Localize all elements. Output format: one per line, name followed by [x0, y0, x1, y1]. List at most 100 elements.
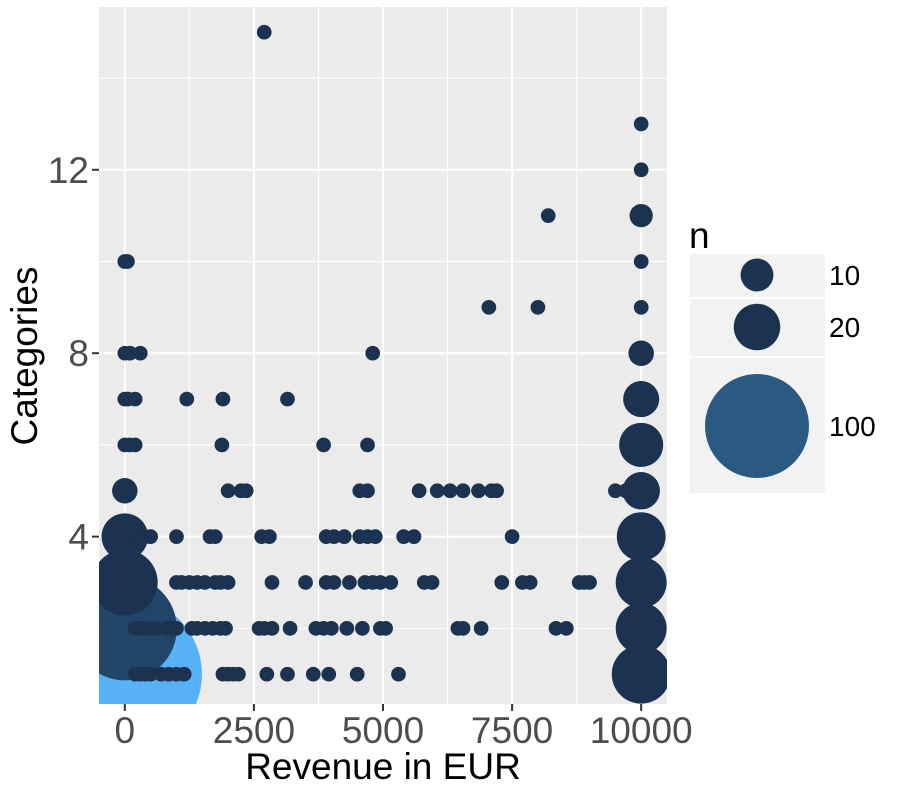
legend-key-circle	[740, 258, 774, 292]
data-point	[396, 529, 412, 544]
data-point	[336, 529, 352, 544]
data-point	[489, 483, 504, 499]
data-point	[354, 620, 370, 636]
data-point	[101, 513, 149, 560]
data-point	[326, 575, 342, 590]
data-point	[305, 666, 321, 682]
data-point	[615, 602, 667, 654]
y-tick-label: 8	[68, 333, 89, 374]
data-point	[339, 620, 355, 636]
x-axis-title: Revenue in EUR	[245, 746, 521, 787]
data-point	[629, 204, 653, 228]
data-point	[264, 575, 280, 590]
data-points	[99, 24, 667, 704]
data-point	[122, 345, 138, 361]
data-point	[349, 666, 365, 682]
data-point	[214, 437, 230, 453]
data-point	[473, 620, 489, 636]
data-point	[442, 483, 458, 499]
data-point	[215, 391, 231, 407]
data-point	[615, 557, 667, 608]
data-point	[633, 299, 649, 315]
data-point	[176, 666, 192, 682]
data-point	[383, 575, 399, 590]
data-point	[622, 472, 660, 510]
x-tick-label: 7500	[471, 710, 553, 751]
y-axis-title: Categories	[4, 267, 45, 446]
data-point	[326, 529, 342, 544]
data-point	[429, 483, 445, 499]
data-point	[264, 620, 280, 636]
data-point	[623, 381, 660, 418]
data-point	[207, 529, 223, 544]
data-point	[618, 483, 634, 499]
data-point	[143, 529, 158, 544]
data-point	[231, 666, 246, 682]
data-point	[494, 575, 510, 590]
data-point	[118, 481, 137, 500]
data-point	[120, 254, 135, 269]
x-tick-label: 2500	[213, 710, 295, 751]
data-point	[316, 437, 331, 453]
data-point	[282, 620, 298, 636]
x-tick-label: 5000	[342, 710, 424, 751]
data-point	[238, 483, 254, 499]
data-point	[169, 529, 184, 544]
size-legend: n 10 20 100	[689, 215, 876, 493]
data-point	[471, 483, 486, 499]
data-point	[342, 575, 357, 590]
data-point	[179, 391, 195, 407]
legend-key-circle	[705, 374, 809, 478]
data-point	[633, 254, 649, 269]
data-point	[143, 666, 158, 682]
data-point	[127, 575, 143, 590]
data-point	[373, 575, 388, 590]
data-point	[220, 575, 236, 590]
data-point	[367, 529, 383, 544]
data-point	[582, 575, 597, 590]
data-point	[633, 116, 649, 132]
data-point	[455, 620, 471, 636]
data-point	[548, 620, 564, 636]
x-tick-label: 10000	[590, 710, 693, 751]
data-point	[197, 575, 213, 590]
data-point	[262, 529, 277, 544]
data-point	[132, 345, 148, 361]
legend-key-label: 100	[829, 411, 876, 442]
data-point	[619, 422, 664, 467]
x-axis-tick-labels: 0 2500 5000 7500 10000	[115, 710, 693, 751]
y-axis-tick-labels: 4 8 12	[48, 150, 89, 558]
y-tick-label: 12	[48, 150, 89, 191]
data-point	[220, 483, 236, 499]
data-point	[298, 575, 313, 590]
data-point	[608, 483, 623, 499]
data-point	[256, 24, 272, 40]
data-point	[324, 620, 339, 636]
data-point	[504, 529, 520, 544]
data-point	[411, 483, 427, 499]
legend-key-label: 10	[829, 260, 860, 291]
data-point	[540, 208, 556, 223]
data-point	[360, 437, 375, 453]
data-point	[424, 575, 440, 590]
legend-key-circle	[733, 303, 781, 351]
data-point	[169, 620, 184, 636]
data-point	[218, 620, 233, 636]
legend-key-label: 20	[829, 312, 860, 343]
data-point	[558, 620, 574, 636]
data-point	[321, 666, 337, 682]
data-point	[633, 162, 649, 178]
y-tick-label: 4	[68, 517, 89, 558]
data-point	[378, 620, 393, 636]
data-point	[280, 666, 295, 682]
data-point	[127, 391, 143, 407]
data-point	[616, 512, 666, 562]
data-point	[481, 299, 497, 315]
data-point	[259, 666, 275, 682]
data-point	[365, 345, 381, 361]
data-point	[391, 666, 406, 682]
data-point	[127, 437, 143, 453]
data-point	[406, 529, 422, 544]
x-tick-label: 0	[115, 710, 136, 751]
